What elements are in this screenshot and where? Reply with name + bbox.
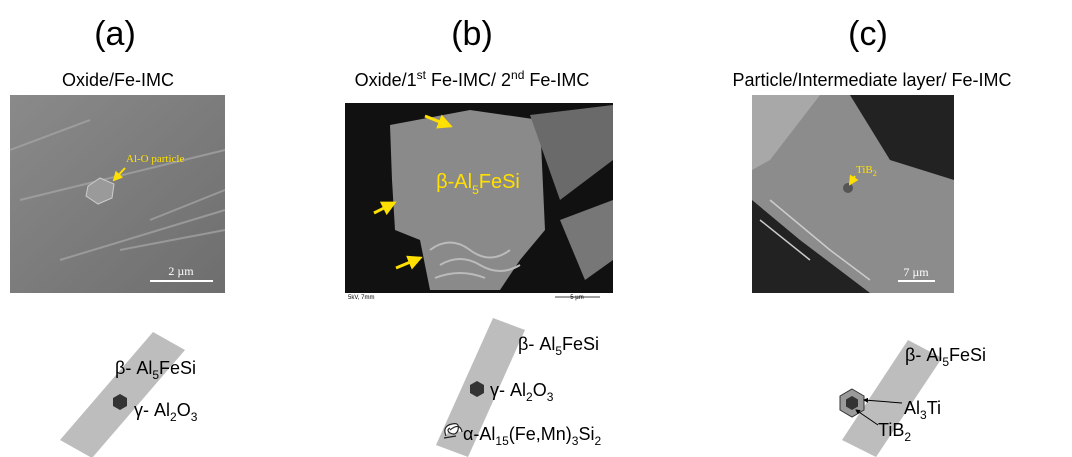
text-part: 7 µm (903, 265, 929, 279)
text-part: Al (904, 398, 920, 418)
schematic-label: β- Al5FeSi (518, 334, 599, 358)
schematic: β- Al5FeSi γ- Al2O3 (60, 332, 198, 457)
text-part: TiB (856, 164, 873, 176)
schematic: β- Al5FeSi γ- Al2O3 α-Al15(Fe,Mn)3Si2 (436, 318, 601, 457)
text-part: O (533, 380, 547, 400)
subscript: 3 (191, 410, 198, 424)
text-part: Oxide/Fe-IMC (62, 70, 174, 90)
text-part: 5kV, 7mm (348, 295, 374, 301)
text-part: Oxide/1 (355, 70, 417, 90)
sem-image: TiB2 7 µm (752, 95, 954, 293)
text-part: TiB (878, 420, 904, 440)
panel-label: (c) (848, 15, 888, 53)
superscript: nd (511, 68, 524, 82)
text-part: β- Al (115, 358, 152, 378)
panel-label: (a) (94, 15, 136, 53)
schematic: β- Al5FeSi Al3Ti TiB2 (840, 340, 986, 457)
text-part: 5 µm (570, 295, 583, 301)
text-part: Particle/Intermediate layer/ Fe-IMC (732, 70, 1011, 90)
panel-title: Oxide/Fe-IMC (62, 70, 174, 90)
panel-label: (b) (451, 15, 493, 53)
text-part: Fe-IMC (524, 70, 589, 90)
subscript: 15 (495, 434, 509, 448)
text-part: Ti (927, 398, 941, 418)
panel-title: Particle/Intermediate layer/ Fe-IMC (732, 70, 1011, 90)
sem-image: Al-O particle 2 µm (10, 95, 225, 293)
scale-bar-label: 5 µm (570, 295, 583, 301)
text-part: FeSi (949, 345, 986, 365)
schematic-label: γ- Al2O3 (134, 400, 198, 424)
text-part: Fe-IMC/ 2 (426, 70, 511, 90)
schematic-label: Al3Ti (904, 398, 941, 422)
image-info: 5kV, 7mm (348, 295, 374, 301)
sem-image: β-Al5FeSi 5kV, 7mm 5 µm (345, 103, 613, 301)
text-part: 2 µm (168, 264, 194, 278)
text-part: FeSi (159, 358, 196, 378)
text-part: O (177, 400, 191, 420)
scale-bar-label: 7 µm (903, 265, 929, 279)
scale-bar-label: 2 µm (168, 264, 194, 278)
text-part: γ- Al (134, 400, 170, 420)
text-part: γ- Al (490, 380, 526, 400)
text-part: Al-O particle (126, 153, 184, 165)
text-part: FeSi (562, 334, 599, 354)
subscript: 3 (547, 390, 554, 404)
text-part: β-Al (436, 171, 472, 193)
text-part: FeSi (479, 171, 520, 193)
subscript: 2 (873, 169, 877, 178)
image-label: Al-O particle (126, 153, 184, 165)
text-part: Si (578, 424, 594, 444)
text-part: α-Al (463, 424, 495, 444)
schematic-label: α-Al15(Fe,Mn)3Si2 (463, 424, 601, 448)
text-part: β- Al (905, 345, 942, 365)
schematic-label: γ- Al2O3 (490, 380, 554, 404)
subscript: 2 (904, 430, 911, 444)
panel-title: Oxide/1st Fe-IMC/ 2nd Fe-IMC (355, 68, 590, 90)
text-part: (Fe,Mn) (509, 424, 572, 444)
text-part: β- Al (518, 334, 555, 354)
subscript: 2 (594, 434, 601, 448)
figure: (a) (b) (c) Oxide/Fe-IMC Oxide/1st Fe-IM… (0, 0, 1072, 457)
